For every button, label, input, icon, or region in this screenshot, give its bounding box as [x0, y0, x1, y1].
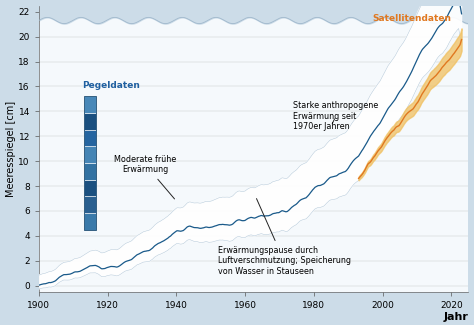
Bar — [83, 113, 96, 130]
Text: Moderate frühe
Erwärmung: Moderate frühe Erwärmung — [114, 155, 176, 199]
Bar — [83, 163, 96, 180]
Text: Jahr: Jahr — [444, 312, 468, 322]
Text: Satellitendaten: Satellitendaten — [372, 14, 451, 23]
Bar — [83, 213, 96, 230]
Bar — [83, 146, 96, 163]
Bar — [83, 196, 96, 213]
Text: Starke anthropogene
Erwärmung seit
1970er Jahren: Starke anthropogene Erwärmung seit 1970e… — [293, 101, 378, 131]
Text: Pegeldaten: Pegeldaten — [82, 81, 140, 90]
Bar — [83, 97, 96, 113]
Bar — [83, 180, 96, 196]
Y-axis label: Meeresspiegel [cm]: Meeresspiegel [cm] — [6, 101, 16, 197]
Bar — [83, 130, 96, 146]
Text: Erwärmungspause durch
Luftverschmutzung; Speicherung
von Wasser in Stauseen: Erwärmungspause durch Luftverschmutzung;… — [218, 199, 351, 276]
Bar — [83, 97, 96, 230]
